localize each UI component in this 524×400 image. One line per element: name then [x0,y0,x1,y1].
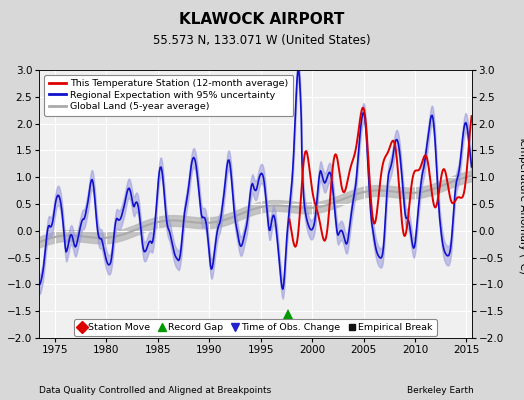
Legend: Station Move, Record Gap, Time of Obs. Change, Empirical Break: Station Move, Record Gap, Time of Obs. C… [74,320,437,336]
Text: Data Quality Controlled and Aligned at Breakpoints: Data Quality Controlled and Aligned at B… [39,386,271,395]
Y-axis label: Temperature Anomaly (°C): Temperature Anomaly (°C) [518,134,524,274]
Text: Berkeley Earth: Berkeley Earth [408,386,474,395]
Text: KLAWOCK AIRPORT: KLAWOCK AIRPORT [179,12,345,27]
Text: 55.573 N, 133.071 W (United States): 55.573 N, 133.071 W (United States) [153,34,371,47]
